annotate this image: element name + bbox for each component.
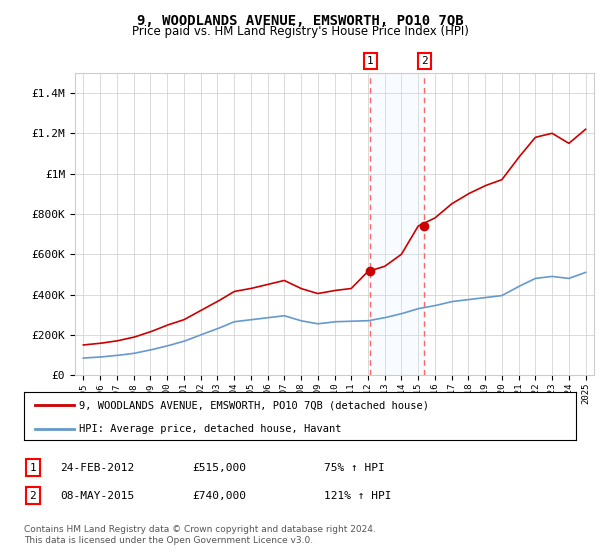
Bar bbox=[370, 73, 424, 375]
Text: HPI: Average price, detached house, Havant: HPI: Average price, detached house, Hava… bbox=[79, 424, 342, 434]
Text: 1: 1 bbox=[367, 56, 374, 66]
Text: £515,000: £515,000 bbox=[192, 463, 246, 473]
Text: 75% ↑ HPI: 75% ↑ HPI bbox=[324, 463, 385, 473]
Text: 9, WOODLANDS AVENUE, EMSWORTH, PO10 7QB (detached house): 9, WOODLANDS AVENUE, EMSWORTH, PO10 7QB … bbox=[79, 400, 429, 410]
Text: £740,000: £740,000 bbox=[192, 491, 246, 501]
Text: 1: 1 bbox=[29, 463, 37, 473]
Text: Contains HM Land Registry data © Crown copyright and database right 2024.
This d: Contains HM Land Registry data © Crown c… bbox=[24, 525, 376, 545]
Text: Price paid vs. HM Land Registry's House Price Index (HPI): Price paid vs. HM Land Registry's House … bbox=[131, 25, 469, 38]
Text: 08-MAY-2015: 08-MAY-2015 bbox=[60, 491, 134, 501]
Text: 24-FEB-2012: 24-FEB-2012 bbox=[60, 463, 134, 473]
Text: 2: 2 bbox=[421, 56, 428, 66]
Text: 9, WOODLANDS AVENUE, EMSWORTH, PO10 7QB: 9, WOODLANDS AVENUE, EMSWORTH, PO10 7QB bbox=[137, 14, 463, 28]
Text: 121% ↑ HPI: 121% ↑ HPI bbox=[324, 491, 392, 501]
Text: 2: 2 bbox=[29, 491, 37, 501]
